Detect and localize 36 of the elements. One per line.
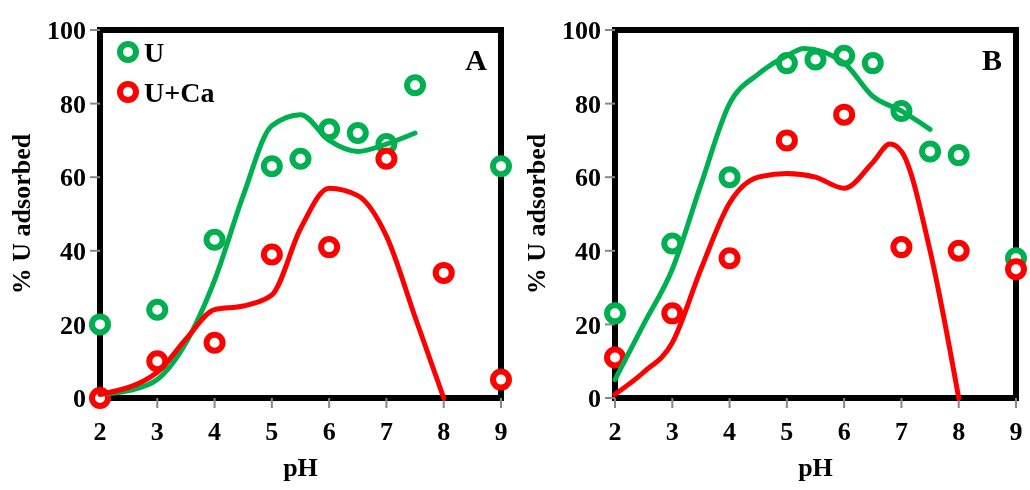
y-tick-label: 0 <box>588 384 601 414</box>
x-tick-label: 5 <box>780 417 794 446</box>
x-tick-label: 2 <box>93 417 107 446</box>
x-tick-label: 9 <box>494 417 508 446</box>
legend-label: U+Ca <box>144 76 215 108</box>
y-tick-label: 100 <box>562 16 601 46</box>
x-tick-label: 7 <box>894 417 908 446</box>
legend-label: U <box>144 36 165 68</box>
x-tick-label: 3 <box>665 417 679 446</box>
y-tick-label: 40 <box>60 236 86 266</box>
x-tick-label: 7 <box>379 417 393 446</box>
y-axis-title: % U adsorbed <box>7 133 36 295</box>
y-tick-label: 60 <box>575 163 601 193</box>
y-tick-label: 20 <box>60 310 86 340</box>
y-tick-label: 100 <box>47 16 86 46</box>
y-tick-label: 80 <box>60 89 86 119</box>
x-tick-label: 9 <box>1009 417 1023 446</box>
x-axis-title: pH <box>283 453 318 482</box>
y-tick-label: 20 <box>575 310 601 340</box>
x-tick-label: 6 <box>837 417 851 446</box>
y-tick-label: 80 <box>575 89 601 119</box>
annotation: B <box>981 43 1002 76</box>
y-tick-label: 40 <box>575 236 601 266</box>
x-tick-label: 6 <box>322 417 336 446</box>
x-axis-title: pH <box>798 453 833 482</box>
x-tick-label: 2 <box>608 417 622 446</box>
annotation: A <box>465 43 488 76</box>
x-tick-label: 3 <box>150 417 164 446</box>
x-tick-label: 8 <box>437 417 451 446</box>
x-tick-label: 4 <box>208 417 222 446</box>
y-axis-title: % U adsorbed <box>522 133 551 295</box>
x-tick-label: 4 <box>723 417 737 446</box>
y-tick-label: 0 <box>73 384 86 414</box>
y-tick-label: 60 <box>60 163 86 193</box>
x-tick-label: 8 <box>952 417 966 446</box>
x-tick-label: 5 <box>265 417 279 446</box>
